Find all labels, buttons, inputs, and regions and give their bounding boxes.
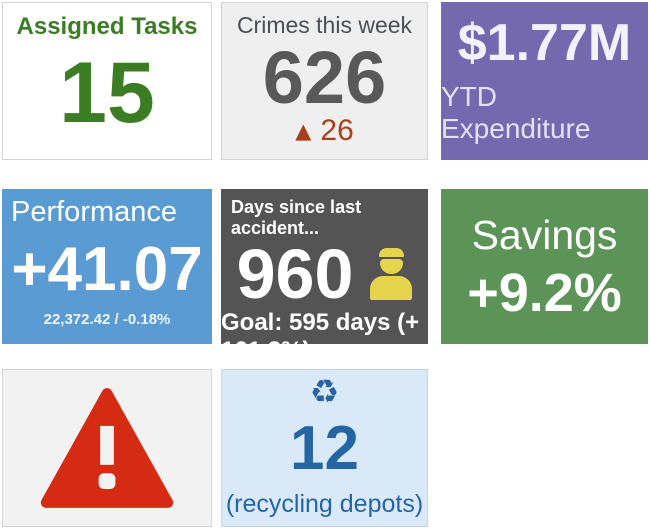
worker-head-shape xyxy=(379,259,403,274)
card-ytd-expenditure: $1.77M YTD Expenditure xyxy=(441,2,648,160)
worker-hat-shape xyxy=(378,248,404,257)
card-savings: Savings +9.2% xyxy=(441,189,648,344)
worker-torso-shape xyxy=(370,276,413,300)
expenditure-label: YTD Expenditure xyxy=(441,81,591,144)
expenditure-value: $1.77M xyxy=(457,14,632,72)
card-performance: Performance +41.07 22,372.42 / -0.18% xyxy=(2,189,212,344)
performance-detail: 22,372.42 / -0.18% xyxy=(43,311,171,328)
accident-title: Days since last accident... xyxy=(231,197,362,238)
assigned-tasks-value: 15 xyxy=(59,45,155,141)
card-assigned-tasks: Assigned Tasks 15 xyxy=(2,2,212,160)
card-days-since-accident: Days since last accident... 960 Goal: 59… xyxy=(221,189,428,344)
savings-value: +9.2% xyxy=(467,263,622,324)
accident-value-row: 960 xyxy=(237,239,413,309)
performance-title: Performance xyxy=(11,196,178,228)
warning-icon xyxy=(40,388,174,508)
recycling-label: (recycling depots) xyxy=(225,490,424,518)
crimes-title: Crimes this week xyxy=(236,12,413,38)
crimes-delta: ▲ 26 xyxy=(295,116,354,146)
recycling-value: 12 xyxy=(290,414,359,483)
assigned-tasks-title: Assigned Tasks xyxy=(16,13,198,40)
card-recycling-depots: ♻ 12 (recycling depots) xyxy=(221,369,428,527)
savings-title: Savings xyxy=(471,211,618,258)
crimes-delta-value: 26 xyxy=(320,114,354,147)
accident-goal: Goal: 595 days (+ 161.3%) xyxy=(221,309,420,344)
card-warning xyxy=(2,369,212,527)
performance-value: +41.07 xyxy=(11,235,203,304)
crimes-value: 626 xyxy=(262,35,387,119)
card-crimes-this-week: Crimes this week 626 ▲ 26 xyxy=(221,2,428,160)
up-triangle-icon: ▲ xyxy=(295,118,312,143)
recycle-icon: ♻ xyxy=(309,372,340,411)
worker-icon xyxy=(370,248,413,300)
accident-value: 960 xyxy=(236,235,354,313)
